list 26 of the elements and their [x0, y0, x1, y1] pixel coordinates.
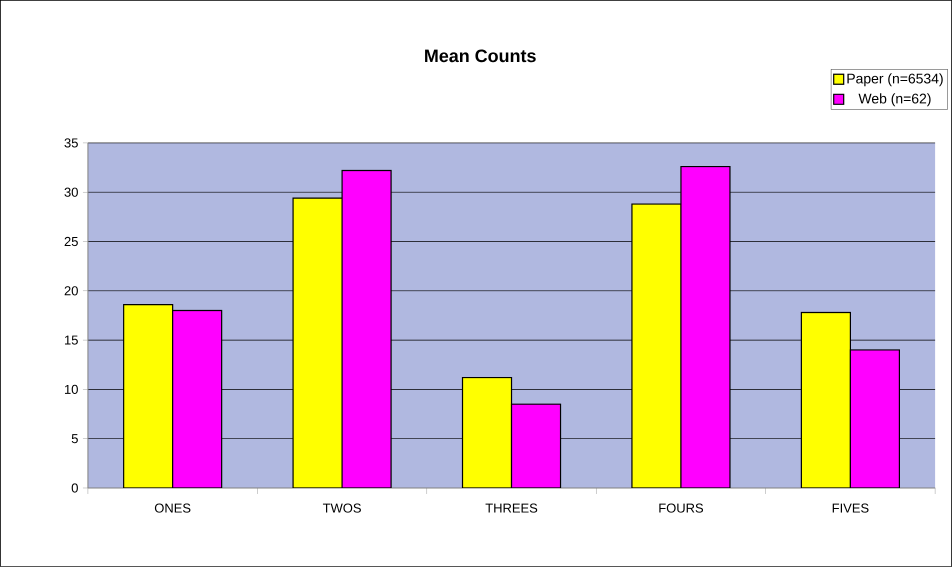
bar: [510, 404, 562, 488]
x-tick-label: THREES: [486, 504, 538, 513]
y-tick-label: 15: [64, 336, 78, 345]
bar: [680, 166, 731, 488]
x-tick-label: ONES: [154, 504, 190, 513]
legend-label: Paper (n=6534): [847, 73, 943, 86]
y-tick-label: 10: [64, 384, 78, 394]
y-tick-label: 0: [72, 483, 78, 493]
y-tick-label: 5: [72, 434, 78, 444]
bar: [172, 310, 222, 488]
bar: [123, 304, 174, 488]
bar: [341, 170, 392, 488]
bar: [631, 203, 682, 488]
chart-title: Mean Counts: [425, 50, 536, 62]
x-tick-label: FOURS: [659, 504, 704, 513]
y-tick-label: 25: [64, 236, 78, 246]
x-tick-label: TWOS: [322, 504, 361, 513]
y-tick-label: 30: [64, 188, 78, 197]
bar: [800, 312, 851, 488]
y-tick-label: 35: [64, 138, 78, 148]
y-tick-label: 20: [64, 286, 78, 296]
bar: [292, 198, 343, 488]
bar: [462, 377, 512, 488]
legend-label: Web (n=62): [858, 93, 931, 106]
x-tick-label: FIVES: [832, 504, 869, 513]
bar: [850, 349, 900, 488]
